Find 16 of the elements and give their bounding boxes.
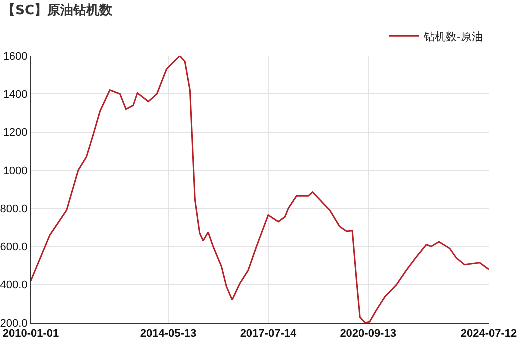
line-series [31,56,489,323]
chart-title: 【SC】原油钻机数 [2,2,114,18]
y-tick-label: 1200 [3,127,28,140]
y-tick-label: 1400 [3,88,28,101]
y-tick-label: 200.0 [0,318,28,330]
y-tick-label: 800.0 [0,203,28,216]
x-tick-label: 2010-01-01 [2,328,60,340]
x-tick-label: 2024-07-12 [460,328,518,340]
y-tick-label: 400.0 [0,280,28,292]
y-tick-label: 600.0 [0,242,28,254]
y-tick-label: 1000 [3,165,28,178]
x-tick-label: 2020-09-13 [340,328,396,340]
x-tick-label: 2017-07-14 [240,328,298,340]
y-tick-label: 1600 [3,50,28,63]
x-tick-label: 2014-05-13 [140,328,197,340]
legend-label: 钻机数-原油 [423,30,483,44]
